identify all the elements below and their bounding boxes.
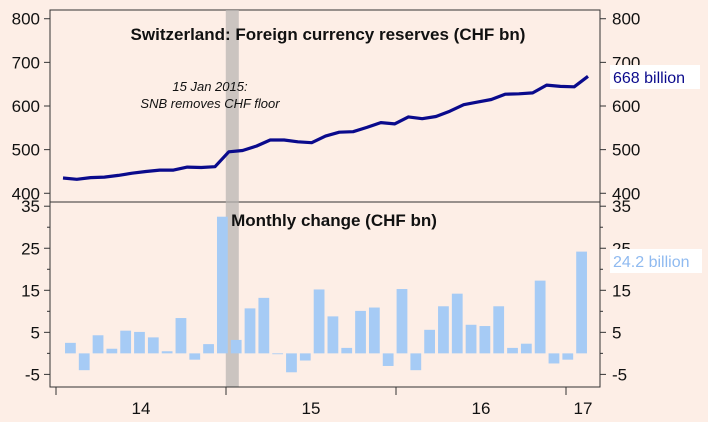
- change-bar: [134, 331, 145, 354]
- floor-removal-band: [225, 10, 239, 387]
- change-bar: [576, 251, 587, 354]
- x-axis: 14 15 16 17: [50, 386, 600, 418]
- change-bar: [216, 216, 228, 354]
- change-bar: [78, 353, 90, 371]
- y-tick-label-left: 400: [12, 184, 40, 203]
- y-tick-label-left: 700: [12, 53, 40, 72]
- change-bar: [327, 316, 339, 354]
- change-bar: [161, 351, 173, 354]
- change-bar: [410, 353, 422, 371]
- change-bar: [120, 330, 132, 354]
- x-tick-label: 16: [472, 399, 491, 418]
- change-bar: [106, 348, 118, 354]
- change-bar: [507, 347, 518, 354]
- change-bar: [203, 344, 214, 354]
- monthly-change-bars: [65, 216, 587, 373]
- top-chart-title: Switzerland: Foreign currency reserves (…: [131, 25, 526, 44]
- change-bar: [355, 310, 366, 354]
- change-bar: [451, 293, 463, 354]
- change-bar: [534, 280, 546, 354]
- change-bar: [286, 353, 297, 373]
- y-tick-label-right: 5: [612, 323, 621, 342]
- change-bar: [189, 353, 201, 360]
- change-bar: [230, 339, 242, 354]
- floor-removal-highlight: [225, 10, 239, 387]
- y-tick-label-right: -5: [612, 365, 627, 384]
- change-bar: [258, 297, 270, 354]
- line-end-label-bg: [610, 65, 700, 89]
- change-bar: [65, 342, 76, 354]
- y-tick-label-right: 400: [612, 184, 640, 203]
- x-tick-label: 17: [574, 399, 593, 418]
- change-bar: [313, 289, 325, 354]
- y-tick-label-left: 15: [21, 281, 40, 300]
- change-bar: [272, 353, 284, 355]
- y-tick-label-left: -5: [25, 365, 40, 384]
- y-tick-label-left: 35: [21, 197, 40, 216]
- bottom-chart-title: Monthly change (CHF bn): [231, 211, 437, 230]
- change-bar: [244, 308, 256, 354]
- annotation-text: SNB removes CHF floor: [140, 96, 280, 111]
- change-bar: [465, 324, 477, 354]
- reserves-series-line: [62, 75, 589, 181]
- annotation-date: 15 Jan 2015:: [172, 79, 248, 94]
- y-tick-label-right: 15: [612, 281, 631, 300]
- change-bar: [424, 329, 436, 354]
- line-end-label: 668 billion: [613, 70, 685, 87]
- y-tick-label-left: 25: [21, 239, 40, 258]
- change-bar: [92, 335, 104, 354]
- change-bar: [396, 289, 408, 354]
- change-bar: [175, 318, 187, 354]
- change-bar: [299, 353, 311, 361]
- change-bar: [479, 326, 491, 354]
- change-bar: [147, 337, 159, 354]
- change-bar: [520, 343, 532, 354]
- change-bar: [493, 306, 505, 354]
- reserves-line: [62, 75, 589, 181]
- change-bar: [562, 353, 574, 360]
- y-tick-label-right: 35: [612, 197, 631, 216]
- y-tick-label-right: 600: [612, 97, 640, 116]
- y-tick-label-right: 500: [612, 141, 640, 160]
- y-tick-label-right: 800: [612, 10, 640, 29]
- x-tick-label: 15: [302, 399, 321, 418]
- change-bar: [438, 306, 449, 354]
- x-tick-label: 14: [132, 399, 151, 418]
- y-tick-label-left: 800: [12, 10, 40, 29]
- y-tick-label-left: 500: [12, 141, 40, 160]
- change-bar: [382, 353, 394, 366]
- y-tick-label-left: 5: [31, 323, 40, 342]
- bar-end-label-bg: [610, 249, 702, 273]
- change-bar: [548, 353, 560, 364]
- y-tick-label-left: 600: [12, 97, 40, 116]
- change-bar: [368, 307, 380, 354]
- bar-end-label: 24.2 billion: [613, 254, 690, 271]
- change-bar: [341, 347, 353, 354]
